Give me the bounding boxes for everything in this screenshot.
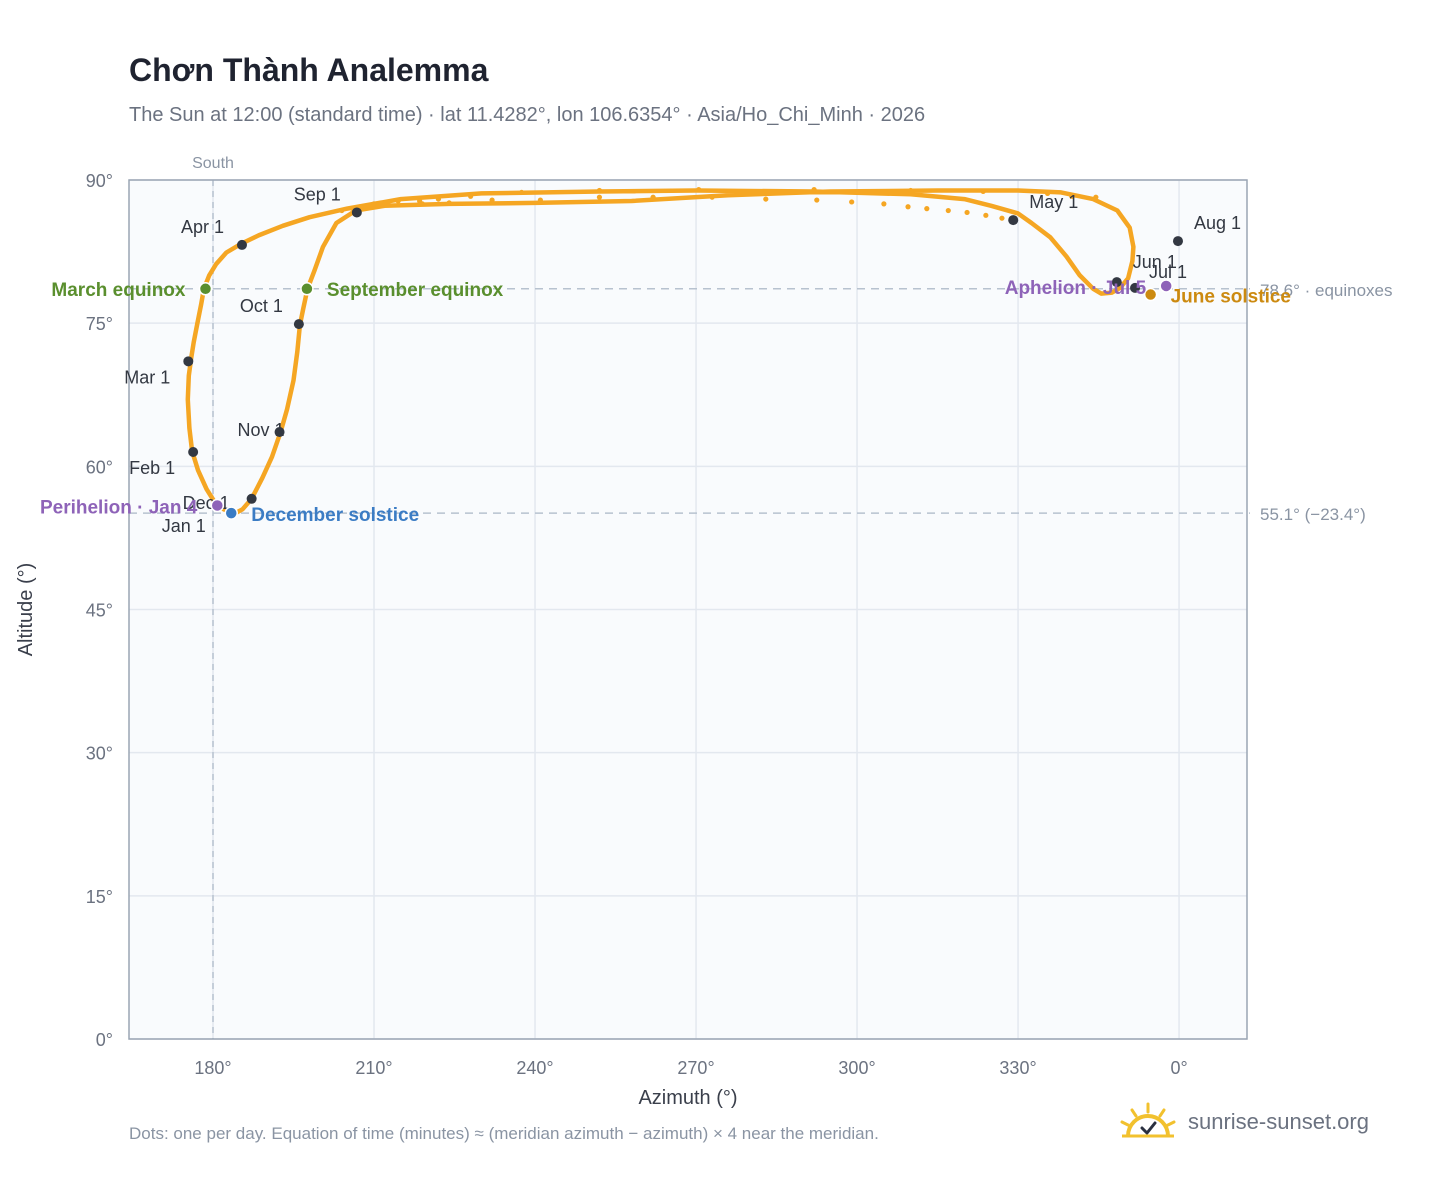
month-marker <box>246 493 257 504</box>
month-label: Aug 1 <box>1194 213 1241 233</box>
month-marker <box>274 426 285 437</box>
x-tick-label: 330° <box>999 1058 1036 1078</box>
month-marker <box>1111 277 1122 288</box>
footnote: Dots: one per day. Equation of time (min… <box>129 1124 879 1143</box>
daily-dot <box>468 193 474 199</box>
event-label: December solstice <box>251 505 419 526</box>
month-marker <box>1130 282 1141 293</box>
y-tick-label: 45° <box>86 601 113 621</box>
daily-dot <box>371 201 377 207</box>
event-label: March equinox <box>51 280 186 301</box>
event-marker <box>1143 287 1158 302</box>
daily-dot <box>964 209 970 216</box>
daily-dot <box>924 206 930 212</box>
sun-logo-icon <box>1120 1102 1176 1138</box>
south-label: South <box>192 155 234 172</box>
event-marker <box>300 282 314 296</box>
month-label: Sep 1 <box>294 184 341 204</box>
altitude-reference-label: 78.6° · equinoxes <box>1260 281 1393 300</box>
x-tick-label: 210° <box>355 1058 392 1078</box>
event-label: September equinox <box>327 280 504 301</box>
month-label: Nov 1 <box>238 420 285 440</box>
plot-border <box>128 179 1248 1040</box>
month-marker <box>1172 236 1183 247</box>
daily-dot <box>537 197 543 203</box>
daily-dot <box>650 194 656 200</box>
daily-dot <box>1044 190 1051 196</box>
x-tick-label: 240° <box>516 1058 553 1078</box>
daily-dot <box>596 187 603 194</box>
month-label: May 1 <box>1029 192 1078 212</box>
x-tick-label: 300° <box>838 1058 875 1078</box>
daily-dot <box>419 201 425 207</box>
y-tick-label: 30° <box>86 744 113 764</box>
daily-dot <box>489 197 495 203</box>
month-marker <box>293 319 304 330</box>
event-marker <box>210 498 225 513</box>
y-tick-label: 0° <box>96 1030 113 1050</box>
y-tick-label: 90° <box>86 171 113 191</box>
altitude-reference-label: 55.1° (−23.4°) <box>1260 505 1366 524</box>
daily-dot <box>339 207 345 214</box>
daily-dot <box>999 215 1005 221</box>
month-label: Mar 1 <box>124 367 170 387</box>
daily-dot <box>357 204 364 210</box>
daily-dot <box>596 194 603 200</box>
daily-dot <box>709 194 715 200</box>
y-tick-label: 15° <box>86 887 113 907</box>
daily-dot <box>945 207 951 214</box>
daily-dot <box>1093 194 1099 200</box>
daily-dot <box>905 204 911 210</box>
daily-dot <box>763 196 769 202</box>
month-marker <box>183 356 194 367</box>
daily-dot <box>519 189 525 196</box>
x-tick-label: 180° <box>194 1058 231 1078</box>
daily-dot <box>395 198 401 204</box>
month-marker <box>1008 215 1019 226</box>
y-axis-title: Altitude (°) <box>15 563 37 657</box>
event-marker <box>198 282 213 296</box>
month-label: Jul 1 <box>1149 262 1187 282</box>
event-label: Perihelion · Jan 4 <box>40 497 198 518</box>
x-axis-title: Azimuth (°) <box>638 1087 737 1109</box>
month-label: Oct 1 <box>240 296 283 316</box>
y-tick-label: 75° <box>86 314 113 334</box>
daily-dot <box>811 186 817 193</box>
daily-dot <box>696 186 702 193</box>
daily-dot <box>435 196 442 202</box>
brand[interactable]: sunrise-sunset.org <box>1120 1100 1369 1144</box>
daily-dot <box>814 197 820 203</box>
month-marker <box>188 447 199 458</box>
daily-dot <box>881 201 887 207</box>
x-tick-label: 0° <box>1170 1058 1187 1078</box>
event-marker <box>1159 279 1173 293</box>
daily-dot <box>382 200 388 206</box>
chart-subtitle: The Sun at 12:00 (standard time) · lat 1… <box>129 104 926 126</box>
daily-dot <box>446 200 452 206</box>
chart-title: Chơn Thành Analemma <box>129 52 489 88</box>
x-tick-label: 270° <box>677 1058 714 1078</box>
month-marker <box>351 207 362 218</box>
daily-dot <box>849 199 855 205</box>
month-label: Jun 1 <box>1133 252 1177 272</box>
event-marker <box>224 506 238 520</box>
month-label: Jan 1 <box>162 516 206 536</box>
analemma-path <box>185 188 1136 516</box>
y-tick-label: 60° <box>86 457 113 477</box>
daily-dot <box>983 212 989 218</box>
month-label: Feb 1 <box>129 458 175 478</box>
daily-dot <box>1069 193 1075 199</box>
month-marker <box>236 239 247 250</box>
event-label: June solstice <box>1171 287 1291 308</box>
event-label: Aphelion · Jul 5 <box>1005 278 1147 299</box>
daily-dot <box>980 188 986 195</box>
month-label: Apr 1 <box>181 217 224 237</box>
brand-name: sunrise-sunset.org <box>1188 1109 1369 1134</box>
daily-dot <box>908 187 914 194</box>
